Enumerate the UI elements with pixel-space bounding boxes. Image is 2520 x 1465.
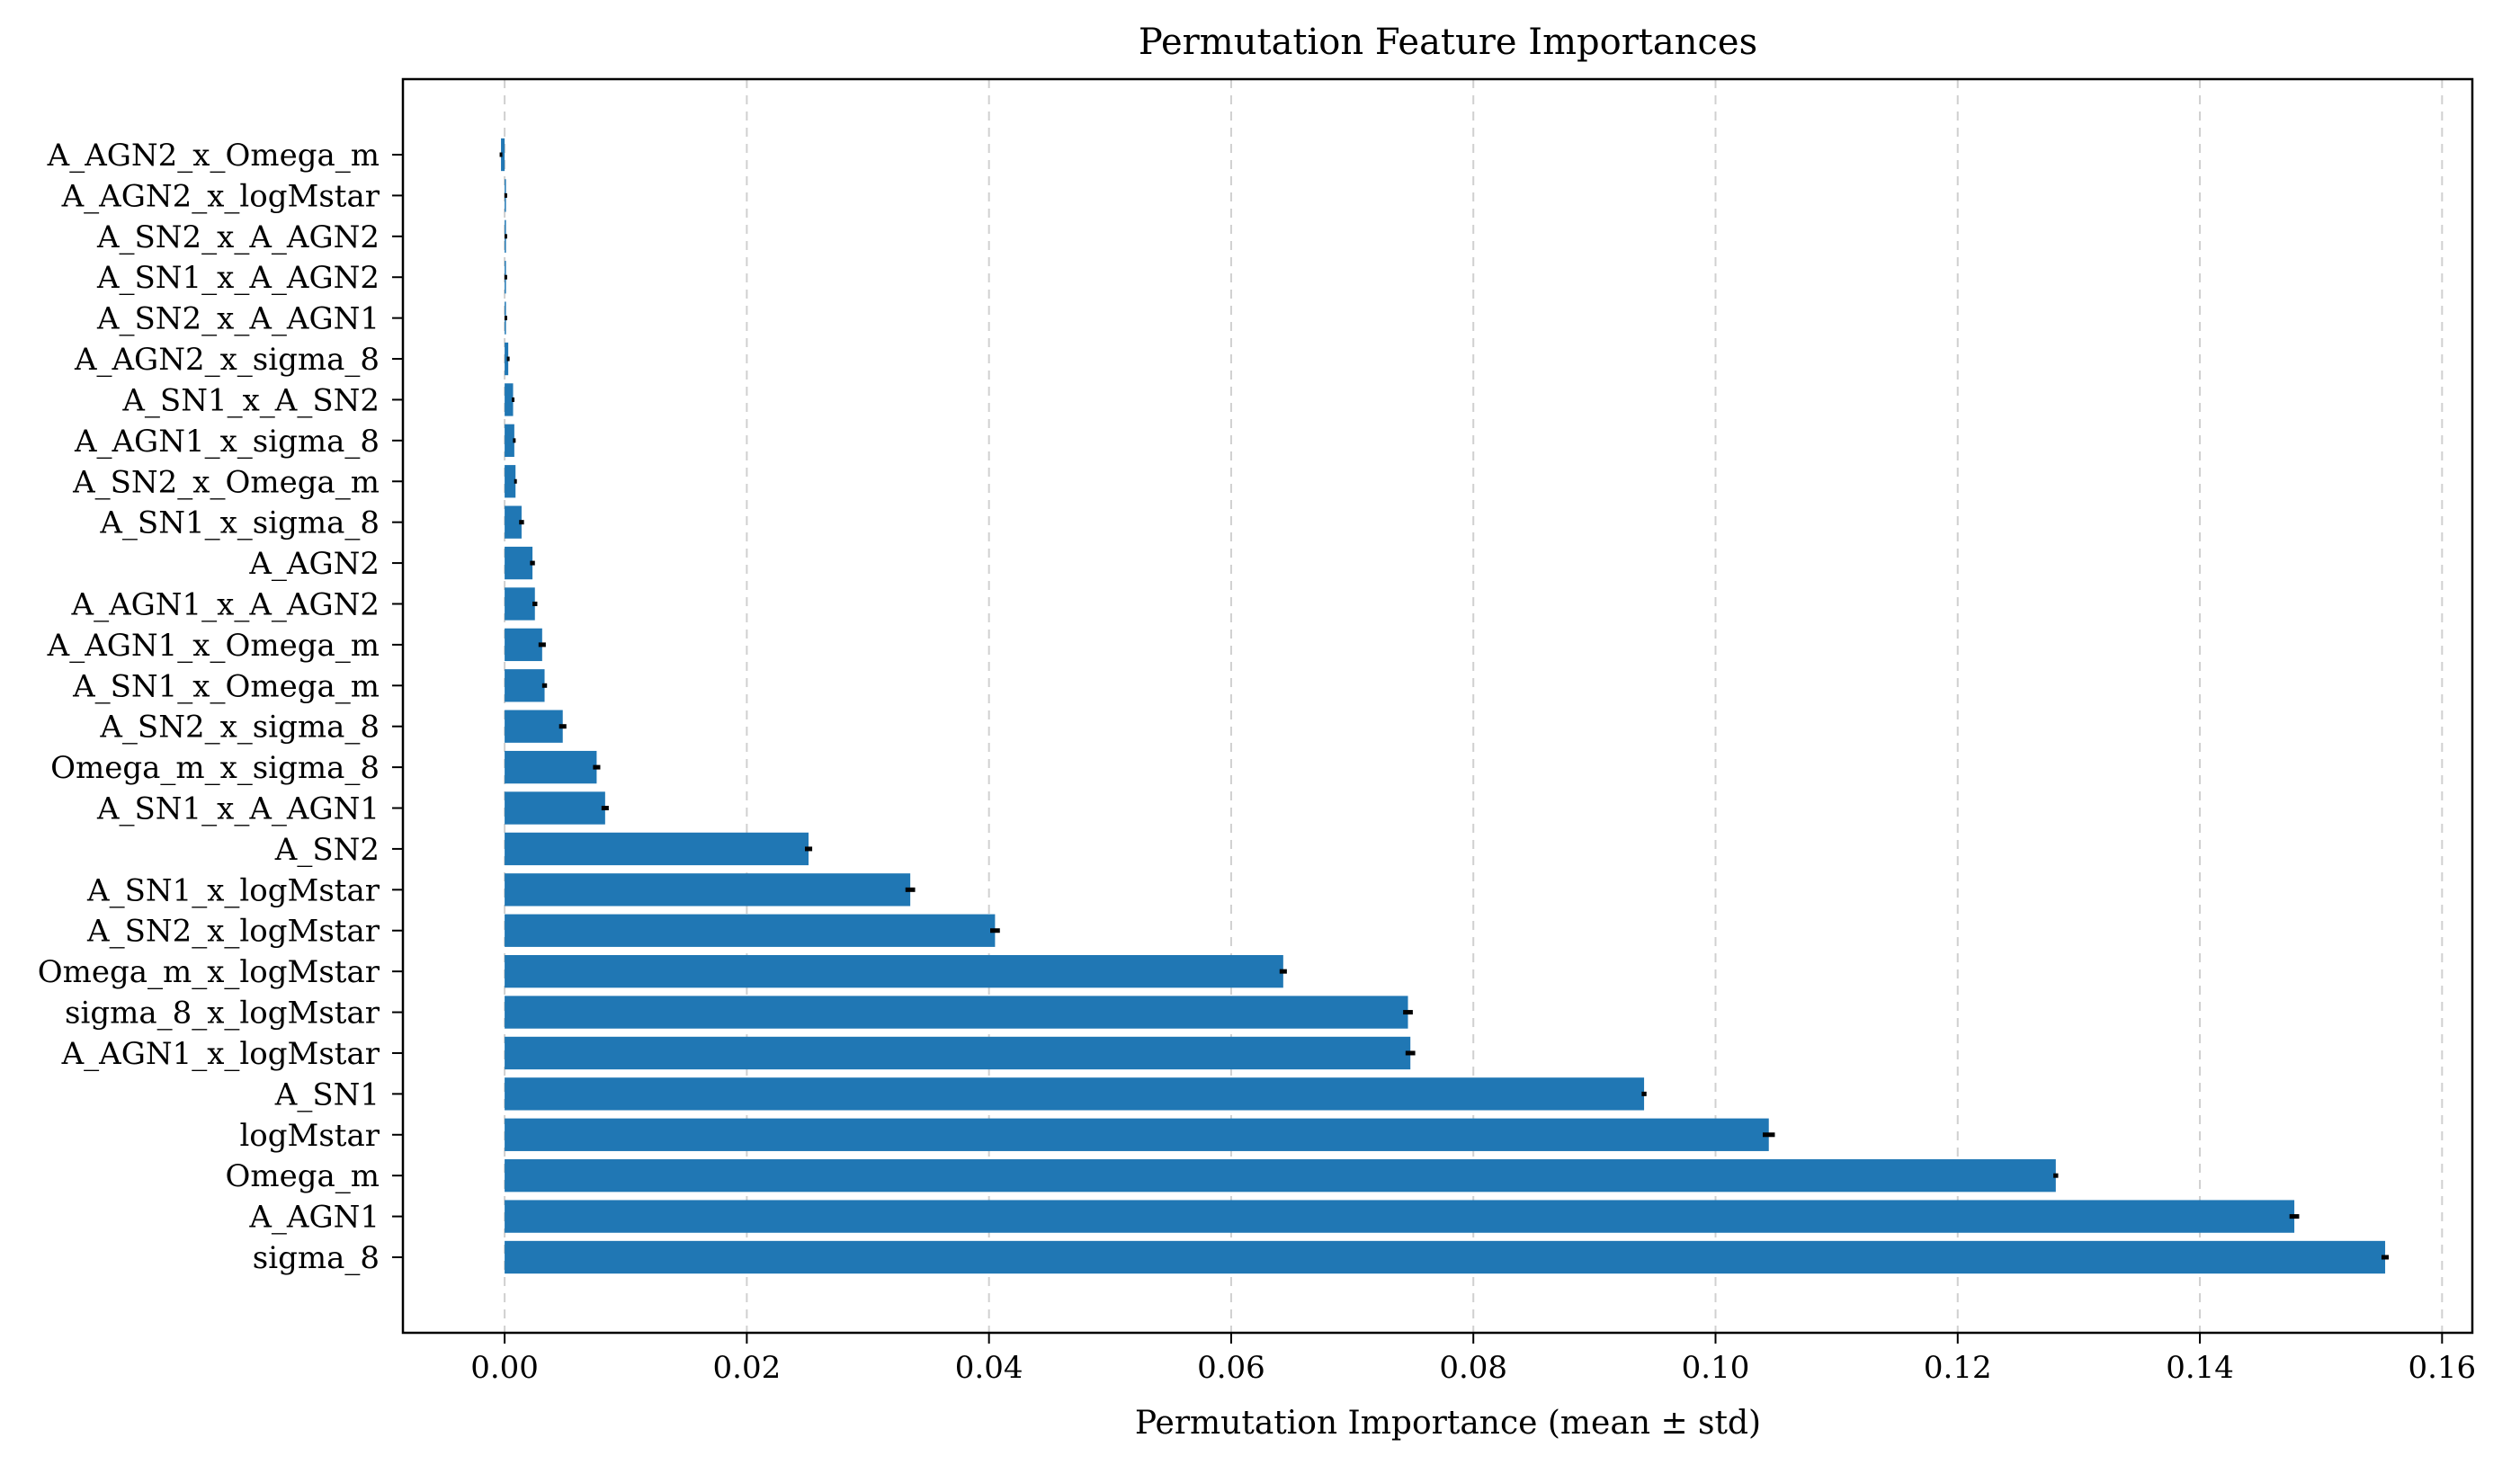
bar: [505, 1036, 1411, 1070]
bar: [501, 138, 505, 172]
bars: [501, 138, 2386, 1274]
y-tick-label: A_AGN2_x_Omega_m: [47, 138, 380, 174]
x-tick-label: 0.16: [2408, 1350, 2476, 1386]
bar: [505, 465, 516, 498]
y-tick-label: A_SN2_x_A_AGN1: [96, 301, 380, 337]
bar: [505, 954, 1283, 988]
bar: [505, 710, 563, 743]
x-tick-label: 0.00: [470, 1350, 539, 1386]
bar: [505, 1240, 2386, 1274]
plot-frame: [401, 77, 2474, 1335]
y-axis-ticks: A_AGN2_x_Omega_m A_AGN2_x_logMstar A_SN2_x…: [38, 138, 403, 1276]
bar: [505, 587, 535, 621]
bar: [505, 1077, 1645, 1111]
bar: [505, 546, 533, 580]
x-tick-label: 0.04: [955, 1350, 1023, 1386]
bar: [505, 873, 911, 907]
y-tick-label: A_SN1_x_A_AGN2: [96, 260, 380, 296]
x-tick-label: 0.10: [1682, 1350, 1750, 1386]
bar: [505, 424, 514, 458]
x-axis-ticks: 0.00 0.02 0.04 0.06 0.08 0.10 0.12 0.14 0.16: [470, 1333, 2476, 1386]
y-tick-label: Omega_m_x_logMstar: [38, 954, 380, 990]
y-tick-label: A_SN2_x_Omega_m: [72, 464, 380, 500]
bar: [505, 1118, 1769, 1151]
y-tick-label: A_SN1_x_A_AGN1: [96, 791, 380, 827]
y-tick-label: A_AGN1_x_A_AGN2: [71, 586, 380, 622]
y-tick-label: A_AGN1_x_logMstar: [61, 1036, 380, 1072]
y-tick-label: A_SN2_x_sigma_8: [99, 710, 380, 746]
y-tick-label: A_AGN1_x_sigma_8: [74, 424, 380, 460]
y-tick-label: A_SN1_x_A_SN2: [121, 382, 380, 418]
bar: [505, 628, 542, 662]
bar: [505, 505, 522, 539]
y-tick-label: A_AGN1_x_Omega_m: [47, 628, 380, 664]
y-tick-label: A_SN1_x_sigma_8: [99, 505, 380, 541]
y-tick-label: sigma_8_x_logMstar: [65, 996, 380, 1032]
y-tick-label: A_SN2: [274, 832, 380, 868]
bar: [505, 342, 509, 376]
y-tick-label: Omega_m: [225, 1158, 380, 1194]
x-tick-label: 0.02: [713, 1350, 782, 1386]
bar: [505, 750, 597, 784]
bar: [505, 914, 996, 947]
x-tick-label: 0.06: [1197, 1350, 1265, 1386]
y-tick-label: A_SN1: [274, 1076, 380, 1112]
y-tick-label: A_AGN1: [248, 1200, 380, 1236]
bar: [505, 996, 1408, 1029]
y-tick-label: A_SN2_x_logMstar: [86, 914, 380, 950]
bar: [505, 832, 809, 866]
x-axis-label: Permutation Importance (mean ± std): [1135, 1405, 1761, 1442]
y-tick-label: Omega_m_x_sigma_8: [50, 750, 380, 786]
y-tick-label: A_AGN2_x_sigma_8: [74, 342, 380, 378]
y-tick-label: A_AGN2_x_logMstar: [61, 178, 380, 214]
y-tick-label: A_SN1_x_logMstar: [86, 872, 380, 908]
chart-title: Permutation Feature Importances: [1139, 22, 1757, 63]
y-tick-label: logMstar: [239, 1118, 380, 1154]
bar: [505, 383, 514, 416]
x-tick-label: 0.14: [2166, 1350, 2234, 1386]
y-tick-label: sigma_8: [253, 1240, 380, 1276]
error-bars: [499, 152, 2390, 1260]
bar: [505, 1159, 2056, 1193]
y-tick-label: A_SN2_x_A_AGN2: [96, 219, 380, 255]
x-tick-label: 0.08: [1439, 1350, 1507, 1386]
bar: [505, 1200, 2295, 1233]
bar: [505, 669, 545, 702]
y-tick-label: A_SN1_x_Omega_m: [72, 668, 380, 704]
bar: [505, 791, 605, 825]
x-tick-label: 0.12: [1924, 1350, 1992, 1386]
y-tick-label: A_AGN2: [248, 546, 380, 582]
